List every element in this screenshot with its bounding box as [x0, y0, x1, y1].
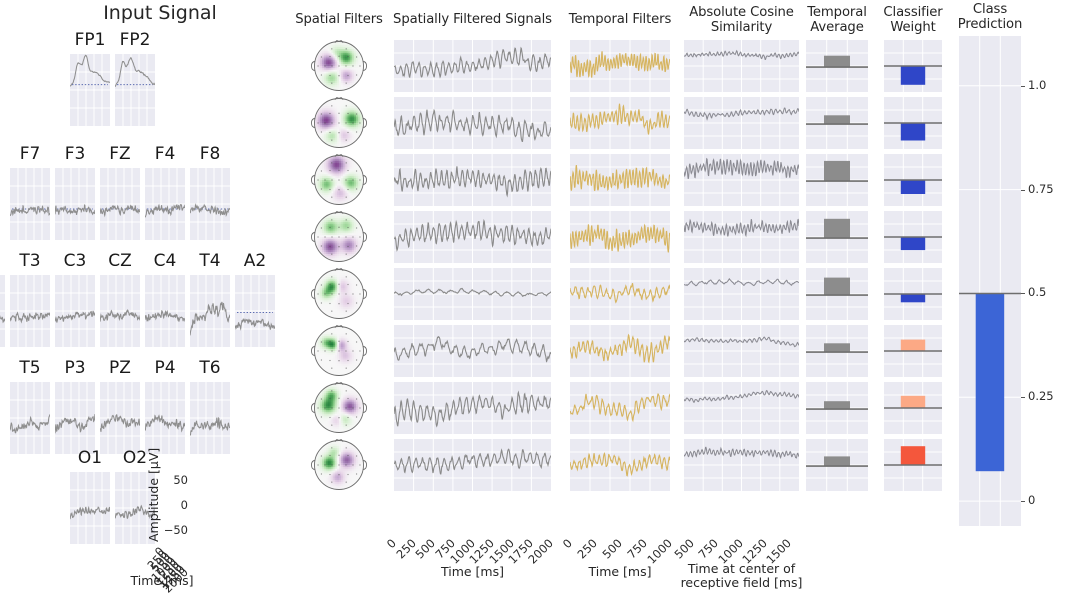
eeg-channel-panel-t3: [10, 275, 50, 347]
absolute-cosine-similarity-panel-3: [684, 154, 799, 206]
column-title-class-prediction-line2: Prediction: [900, 17, 1065, 32]
eeg-channel-panel-c3: [55, 275, 95, 347]
spatially-filtered-signal-panel-8: [394, 439, 551, 491]
column-title-class-prediction: Class: [900, 2, 1065, 17]
spatially-filtered-signals-xlabel: Time [ms]: [393, 565, 553, 579]
temporal-filter-panel-3: [570, 154, 670, 206]
eeg-channel-panel-fz: [100, 168, 140, 240]
temporal-filter-panel-8: [570, 439, 670, 491]
class-prediction-ytick-mark-3: [1021, 397, 1025, 398]
eeg-channel-panel-a2: [235, 275, 275, 347]
class-prediction-ytick-4: 0: [1028, 493, 1065, 507]
channel-label-a2: A2: [223, 251, 287, 271]
absolute-cosine-similarity-panel-5: [684, 268, 799, 320]
eeg-channel-panel-fp2: [115, 54, 155, 126]
temporal-filter-panel-6: [570, 325, 670, 377]
input-signal-title: Input Signal: [40, 2, 280, 24]
eeg-channel-panel-pz: [100, 382, 140, 454]
absolute-cosine-similarity-panel-4: [684, 211, 799, 263]
eeg-channel-panel-f4: [145, 168, 185, 240]
spatially-filtered-signal-panel-6: [394, 325, 551, 377]
class-prediction-ytick-2: 0.5: [1028, 285, 1065, 299]
spatial-filter-topomap-8: [303, 439, 375, 491]
temporal-average-bar-panel-7: [806, 382, 868, 434]
spatial-filter-topomap-5: [303, 268, 375, 320]
eeg-channel-panel-cz: [100, 275, 140, 347]
temporal-filter-panel-2: [570, 97, 670, 149]
class-prediction-ytick-1: 0.75: [1028, 182, 1065, 196]
eeg-channel-panel-p4: [145, 382, 185, 454]
eeg-channel-panel-f3: [55, 168, 95, 240]
spatially-filtered-signal-panel-5: [394, 268, 551, 320]
absolute-cosine-similarity-xlabel: Time at center of: [652, 562, 832, 576]
class-prediction-ytick-mark-2: [1021, 293, 1025, 294]
eeg-channel-panel-p3: [55, 382, 95, 454]
classifier-weight-bar-panel-7: [884, 382, 942, 434]
temporal-filter-panel-4: [570, 211, 670, 263]
eeg-channel-panel-fp1: [70, 54, 110, 126]
absolute-cosine-similarity-panel-7: [684, 382, 799, 434]
channel-label-fp2: FP2: [103, 30, 167, 50]
temporal-filter-panel-1: [570, 40, 670, 92]
eeg-channel-panel-a1: [0, 275, 5, 347]
class-prediction-ytick-0: 1.0: [1028, 78, 1065, 92]
classifier-weight-bar-panel-2: [884, 97, 942, 149]
eeg-channel-panel-c4: [145, 275, 185, 347]
channel-label-f8: F8: [178, 144, 242, 164]
spatially-filtered-signal-panel-4: [394, 211, 551, 263]
spatial-filter-topomap-7: [303, 382, 375, 434]
spatial-filter-topomap-3: [303, 154, 375, 206]
montage-time-axis-label: Time [ms]: [82, 574, 242, 588]
absolute-cosine-similarity-panel-8: [684, 439, 799, 491]
absolute-cosine-similarity-xlabel-line2: receptive field [ms]: [652, 576, 832, 590]
temporal-average-bar-panel-1: [806, 40, 868, 92]
class-prediction-ytick-mark-0: [1021, 86, 1025, 87]
spatial-filter-topomap-1: [303, 40, 375, 92]
eeg-channel-panel-t6: [190, 382, 230, 454]
classifier-weight-bar-panel-8: [884, 439, 942, 491]
eeg-channel-panel-f8: [190, 168, 230, 240]
classifier-weight-bar-panel-5: [884, 268, 942, 320]
spatial-filter-topomap-4: [303, 211, 375, 263]
temporal-average-bar-panel-3: [806, 154, 868, 206]
spatial-filter-topomap-2: [303, 97, 375, 149]
class-prediction-ytick-mark-1: [1021, 190, 1025, 191]
eeg-channel-panel-t4: [190, 275, 230, 347]
spatially-filtered-signal-panel-2: [394, 97, 551, 149]
spatially-filtered-signal-panel-1: [394, 40, 551, 92]
channel-label-t6: T6: [178, 358, 242, 378]
spatially-filtered-signal-panel-7: [394, 382, 551, 434]
class-prediction-ytick-3: 0.25: [1028, 389, 1065, 403]
temporal-average-bar-panel-5: [806, 268, 868, 320]
eeg-channel-panel-f7: [10, 168, 50, 240]
absolute-cosine-similarity-panel-6: [684, 325, 799, 377]
eeg-channel-panel-o1: [70, 472, 110, 544]
temporal-average-bar-panel-6: [806, 325, 868, 377]
eeg-channel-panel-t5: [10, 382, 50, 454]
classifier-weight-bar-panel-3: [884, 154, 942, 206]
classifier-weight-bar-panel-4: [884, 211, 942, 263]
temporal-filter-panel-5: [570, 268, 670, 320]
class-prediction-ytick-mark-4: [1021, 501, 1025, 502]
temporal-filter-panel-7: [570, 382, 670, 434]
spatial-filter-topomap-6: [303, 325, 375, 377]
spatially-filtered-signal-panel-3: [394, 154, 551, 206]
temporal-average-bar-panel-2: [806, 97, 868, 149]
absolute-cosine-similarity-panel-2: [684, 97, 799, 149]
amplitude-axis-label: Amplitude [µV]: [146, 448, 161, 542]
temporal-average-bar-panel-8: [806, 439, 868, 491]
classifier-weight-bar-panel-6: [884, 325, 942, 377]
classifier-weight-bar-panel-1: [884, 40, 942, 92]
temporal-average-bar-panel-4: [806, 211, 868, 263]
class-prediction-panel: [959, 36, 1021, 526]
absolute-cosine-similarity-panel-1: [684, 40, 799, 92]
